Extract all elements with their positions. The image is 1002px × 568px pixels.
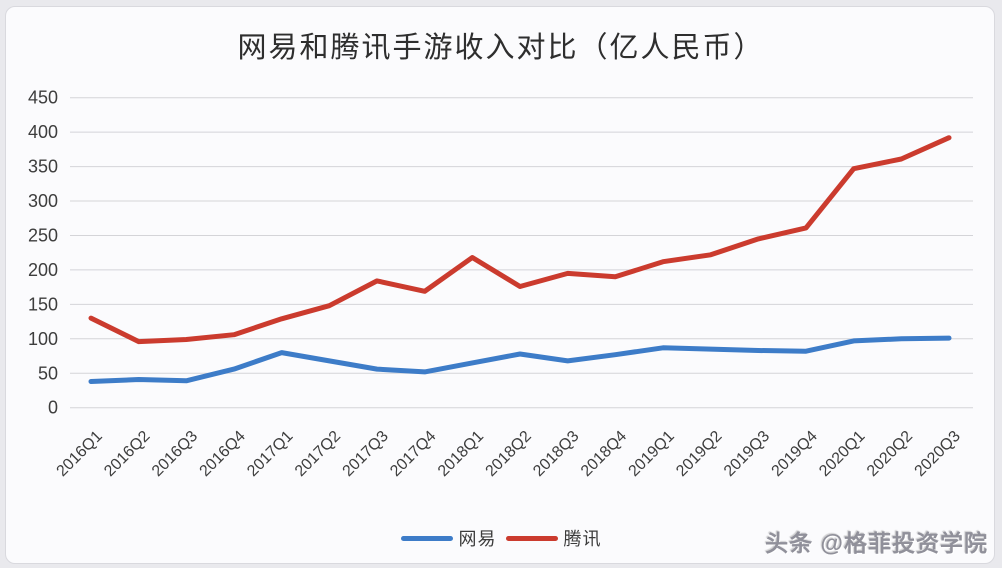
x-tick-label: 2016Q3 — [149, 428, 201, 480]
x-tick-label: 2018Q1 — [435, 428, 487, 480]
y-tick-label: 450 — [28, 88, 58, 108]
netease-series-line — [88, 335, 952, 384]
chart-title: 网易和腾讯手游收入对比（亿人民币） — [237, 32, 765, 64]
x-tick-label: 2017Q4 — [387, 428, 439, 480]
x-tick-label: 2017Q1 — [244, 428, 296, 480]
y-tick-label: 100 — [28, 329, 58, 349]
watermark: 头条 @格菲投资学院 — [765, 530, 988, 556]
x-tick-label: 2017Q2 — [292, 428, 344, 480]
tencent-series-line — [88, 135, 952, 345]
x-tick-label: 2020Q2 — [864, 428, 916, 480]
y-tick-label: 0 — [48, 398, 58, 418]
y-tick-label: 200 — [28, 260, 58, 280]
chart-legend: 网易 腾讯 — [0, 525, 1002, 551]
x-tick-label: 2018Q4 — [578, 428, 630, 480]
x-tick-label: 2016Q1 — [54, 428, 106, 480]
y-tick-label: 300 — [28, 191, 58, 211]
x-tick-label: 2019Q2 — [673, 428, 725, 480]
x-tick-label: 2017Q3 — [340, 428, 392, 480]
legend-label-netease: 网易 — [458, 529, 497, 549]
y-tick-label: 350 — [28, 157, 58, 177]
x-tick-label: 2020Q1 — [816, 428, 868, 480]
y-tick-label: 400 — [28, 122, 58, 142]
x-tick-label: 2019Q4 — [769, 428, 821, 480]
chart-card — [5, 6, 995, 564]
legend-item-netease: 网易 — [400, 525, 497, 551]
legend-item-tencent: 腾讯 — [505, 525, 602, 551]
tencent-line-swatch — [505, 535, 558, 541]
x-tick-label: 2016Q2 — [101, 428, 153, 480]
legend-label-tencent: 腾讯 — [563, 529, 602, 549]
y-tick-label: 50 — [38, 363, 58, 383]
x-tick-label: 2018Q2 — [483, 428, 535, 480]
x-tick-label: 2019Q1 — [626, 428, 678, 480]
x-tick-label: 2016Q4 — [197, 428, 249, 480]
y-tick-label: 150 — [28, 294, 58, 314]
y-tick-label: 250 — [28, 225, 58, 245]
x-tick-label: 2020Q3 — [912, 428, 964, 480]
line-chart: 0501001502002503003504004502016Q12016Q22… — [28, 88, 973, 480]
netease-line-swatch — [400, 535, 453, 541]
x-tick-label: 2018Q3 — [530, 428, 582, 480]
x-tick-label: 2019Q3 — [721, 428, 773, 480]
